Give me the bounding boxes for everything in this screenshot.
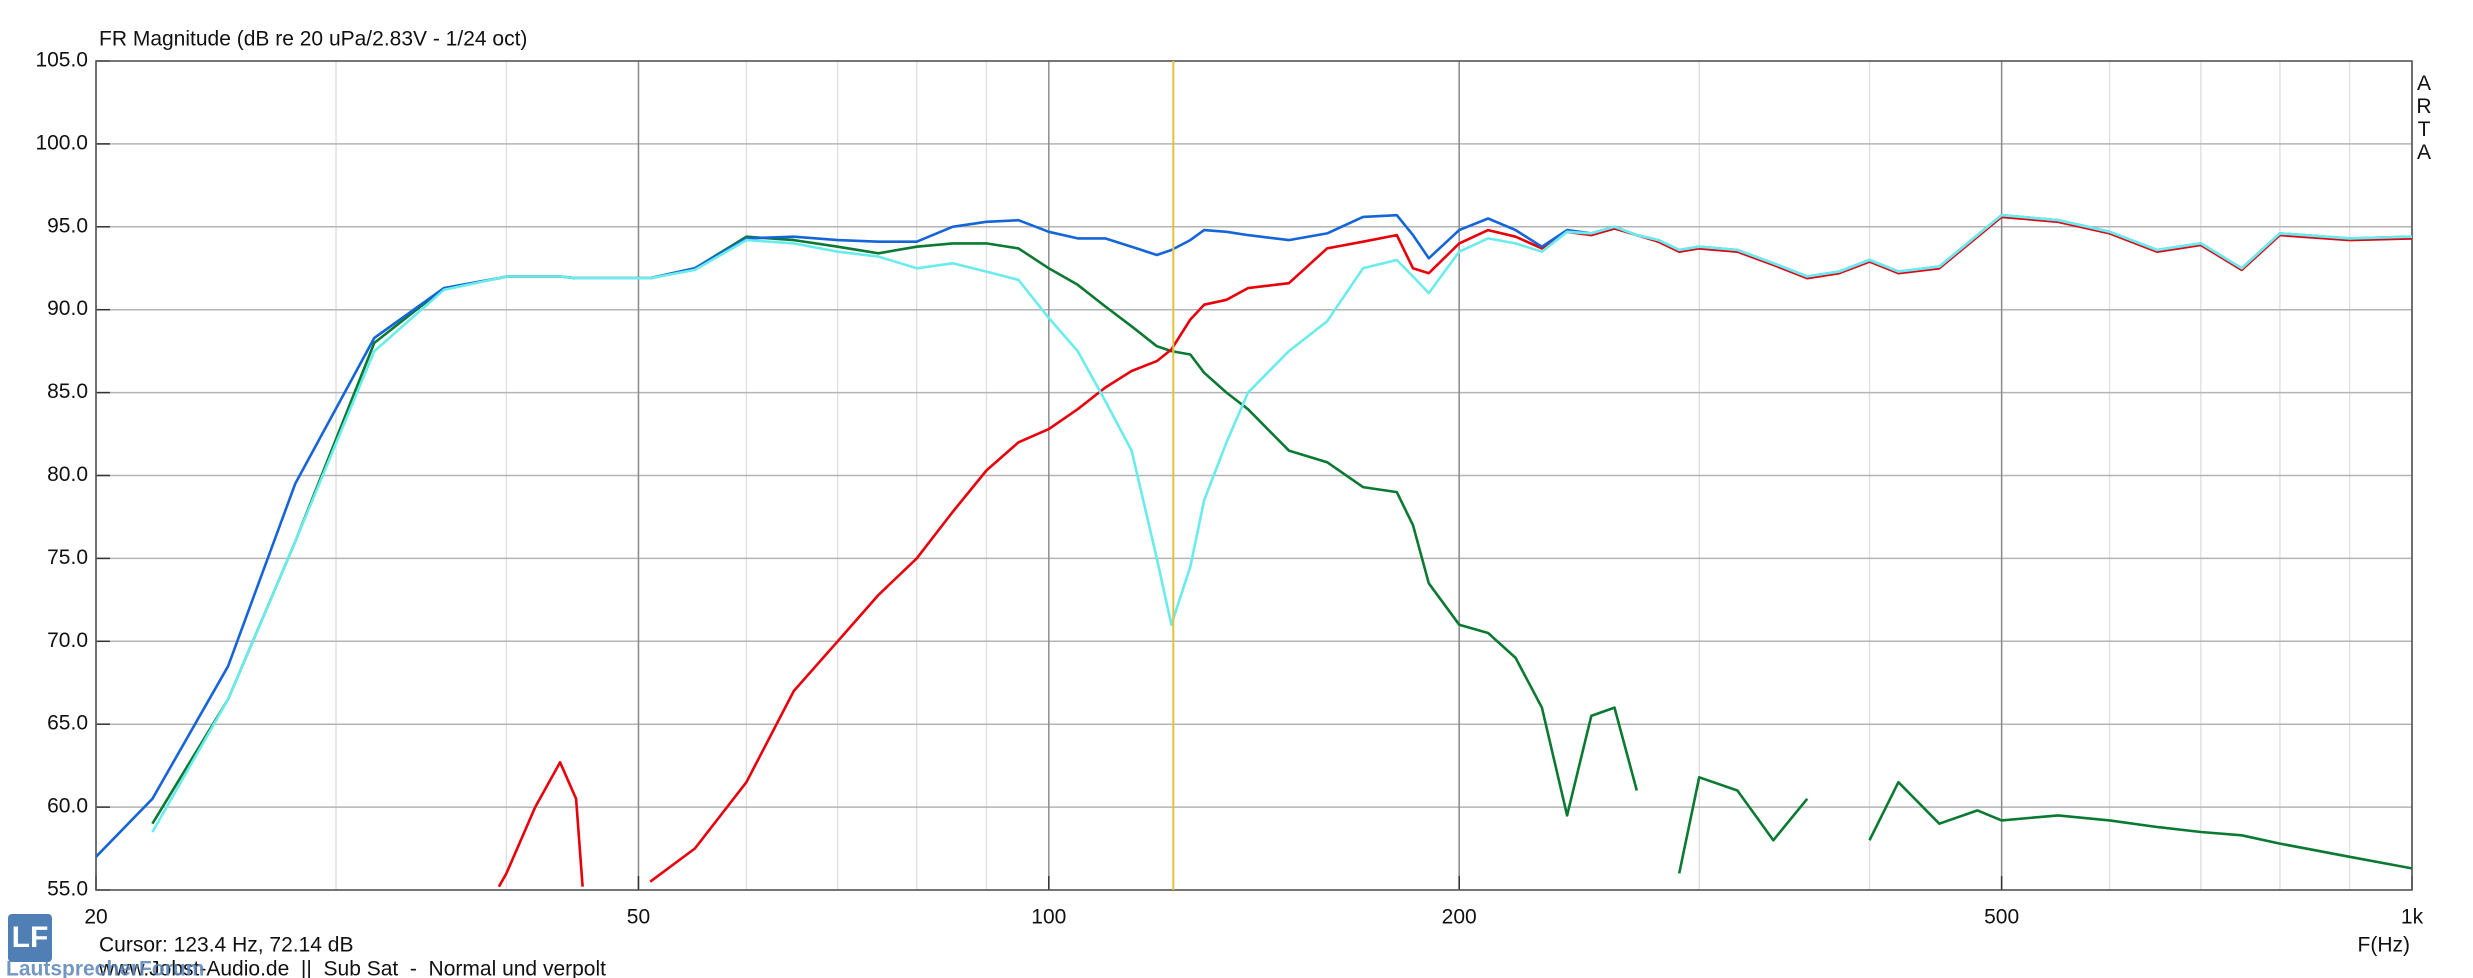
y-tick-label: 60.0 — [47, 795, 88, 818]
plot-area — [96, 61, 2412, 890]
series-line — [151, 235, 2412, 874]
y-tick-label: 70.0 — [47, 629, 88, 652]
y-tick-label: 95.0 — [47, 214, 88, 237]
y-tick-label: 75.0 — [47, 546, 88, 569]
y-tick-label: 105.0 — [35, 49, 88, 72]
x-tick-label: 500 — [1984, 906, 2019, 929]
series-line — [151, 213, 2412, 833]
y-tick-label: 65.0 — [47, 712, 88, 735]
logo-mark: LF — [12, 921, 49, 954]
x-tick-label: 50 — [627, 906, 650, 929]
x-tick-label: 1k — [2401, 906, 2424, 929]
y-tick-label: 85.0 — [47, 380, 88, 403]
plot-frame — [95, 60, 2413, 891]
series-line — [96, 213, 2412, 858]
cursor-label: Cursor: 123.4 Hz, 72.14 dB — [99, 934, 353, 957]
x-tick-label: 200 — [1442, 906, 1477, 929]
y-tick-label: 55.0 — [47, 878, 88, 901]
x-tick-label: 100 — [1031, 906, 1066, 929]
series-line — [497, 215, 2412, 888]
x-axis-label: F(Hz) — [2358, 934, 2410, 957]
logo-text: LautsprecherForum — [6, 958, 204, 978]
y-tick-label: 100.0 — [35, 131, 88, 154]
side-label: ARTA — [2413, 72, 2436, 164]
chart-title: FR Magnitude (dB re 20 uPa/2.83V - 1/24 … — [99, 28, 527, 51]
y-tick-label: 90.0 — [47, 297, 88, 320]
y-tick-label: 80.0 — [47, 463, 88, 486]
footer: www.Jobst-Audio.de || Sub Sat - Normal u… — [98, 958, 606, 978]
logo-box — [8, 914, 52, 962]
x-tick-label: 20 — [84, 906, 107, 929]
